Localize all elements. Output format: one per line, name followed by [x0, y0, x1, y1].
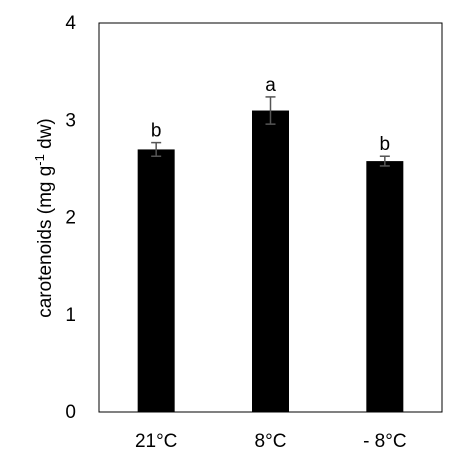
significance-letters-group: b a b — [151, 75, 390, 155]
x-axis-ticks: 21°C 8°C - 8°C — [135, 431, 407, 452]
y-axis-label-tail: dw) — [35, 118, 56, 154]
x-tick-label: 21°C — [135, 431, 177, 452]
error-bar — [151, 141, 162, 157]
error-bar — [265, 96, 276, 125]
y-axis-label-superscript: -1 — [32, 154, 47, 166]
bar — [366, 161, 404, 412]
y-axis-label-main: carotenoids (mg g — [35, 166, 56, 318]
y-axis-label: carotenoids (mg g-1 dw) — [32, 118, 56, 318]
y-tick-label: 0 — [65, 402, 76, 423]
bars-group — [137, 110, 404, 413]
significance-letter: a — [265, 75, 276, 96]
error-bars-group — [151, 96, 390, 167]
y-tick-label: 2 — [65, 208, 76, 229]
significance-letter: b — [380, 134, 391, 155]
bar — [137, 149, 175, 413]
x-tick-label: 8°C — [255, 431, 287, 452]
y-tick-label: 1 — [65, 305, 76, 326]
bar — [252, 110, 289, 413]
significance-letter: b — [151, 121, 162, 142]
x-tick-label: - 8°C — [363, 431, 407, 452]
error-bar — [379, 155, 390, 167]
y-tick-label: 4 — [65, 13, 76, 34]
y-tick-label: 3 — [65, 110, 76, 131]
y-axis-ticks: 0 1 2 3 4 — [65, 13, 76, 423]
